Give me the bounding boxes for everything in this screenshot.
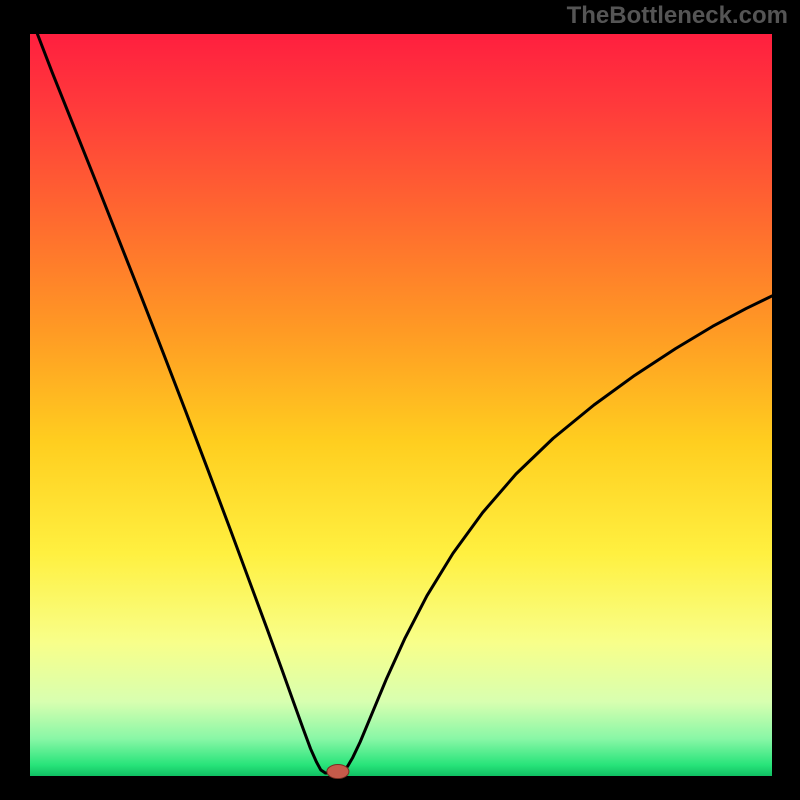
curve-layer (30, 34, 772, 776)
watermark-text: TheBottleneck.com (567, 2, 788, 30)
minimum-marker (327, 765, 349, 779)
chart-stage: TheBottleneck.com (0, 0, 800, 800)
chart-frame (28, 32, 774, 778)
bottleneck-curve (37, 34, 772, 773)
plot-area (30, 34, 772, 776)
